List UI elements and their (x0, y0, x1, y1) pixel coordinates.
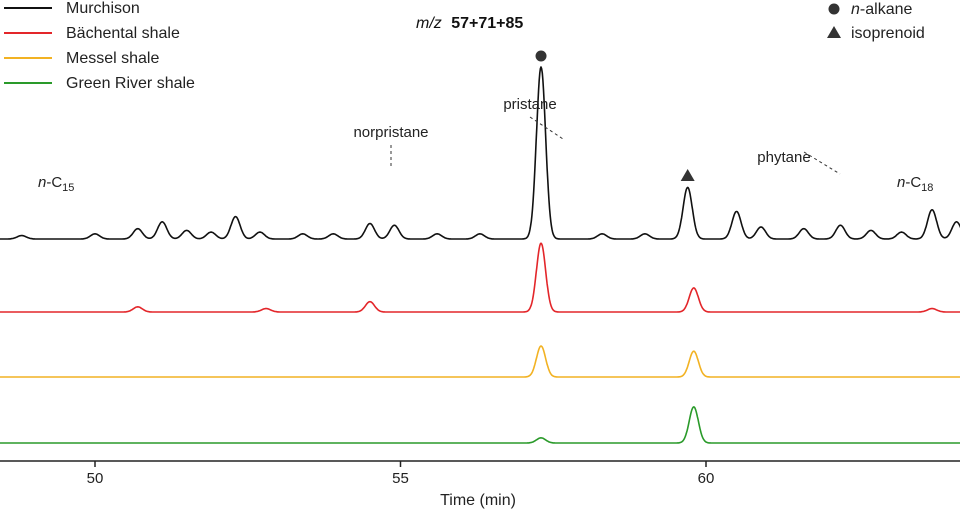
legend-label: Murchison (66, 0, 140, 17)
annotation-italic: n (897, 174, 905, 191)
annotation-text: norpristane (353, 124, 428, 141)
n-alkane-text: -alkane (860, 1, 913, 18)
chart-title-italic: m/z (416, 15, 442, 32)
x-axis: 505560657075 Time (min) (0, 460, 960, 509)
x-ticks: 505560657075 (87, 461, 715, 487)
annotation-phytane: phytane (757, 149, 810, 166)
n-alkane-legend-marker (828, 3, 840, 15)
annotation-nc18: n-C18 (897, 174, 933, 194)
legend-label: Green River shale (66, 75, 195, 92)
n-alkane-italic: n (851, 1, 860, 18)
series-line (0, 345, 960, 378)
annotation-text: pristane (503, 96, 556, 113)
x-tick-label: 50 (87, 470, 104, 487)
x-tick-label: 55 (392, 470, 409, 487)
marker-legend: n-alkane isoprenoid (827, 1, 925, 42)
x-tick-label: 60 (698, 470, 715, 487)
annotation-text: -C (905, 174, 921, 191)
chart-title: m/z 57+71+85 (416, 15, 523, 32)
annotation-text: phytane (757, 149, 810, 166)
legend-label: Bächental shale (66, 25, 180, 42)
annotation-pristane: pristane (503, 96, 556, 113)
series-line (0, 406, 960, 444)
series-line (0, 242, 960, 313)
series-line (0, 66, 960, 240)
annotation-italic: n (38, 174, 46, 191)
chart-title-bold: 57+71+85 (451, 15, 523, 32)
n-alkane-legend-label: n-alkane (851, 1, 912, 18)
annotation-norpristane: norpristane (353, 124, 428, 141)
annotation-subscript: 15 (62, 182, 74, 194)
isoprenoid-marker (680, 169, 695, 181)
legend-label: Messel shale (66, 50, 159, 67)
phytane-leader (803, 151, 841, 175)
pristane-leader (529, 116, 564, 140)
annotation-subscript: 18 (921, 182, 933, 194)
isoprenoid-legend-label: isoprenoid (851, 25, 925, 42)
annotation-text: -C (46, 174, 62, 191)
traces (0, 66, 960, 444)
x-axis-title: Time (min) (440, 492, 516, 509)
legend: Murchison Bächental shale Messel shale Gree… (4, 0, 195, 92)
annotation-nc15: n-C15 (38, 174, 74, 194)
isoprenoid-legend-marker (827, 26, 841, 38)
n-alkane-marker (535, 50, 547, 62)
